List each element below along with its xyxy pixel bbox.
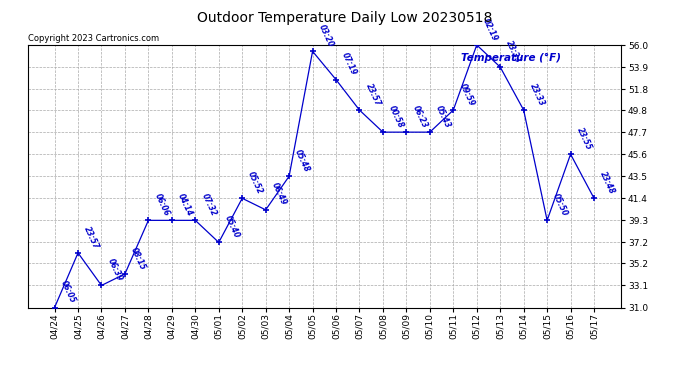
Text: Outdoor Temperature Daily Low 20230518: Outdoor Temperature Daily Low 20230518 — [197, 11, 493, 25]
Text: 00:58: 00:58 — [387, 104, 406, 129]
Text: 03:20: 03:20 — [317, 23, 335, 48]
Text: 09:59: 09:59 — [457, 82, 476, 107]
Text: 06:39: 06:39 — [106, 257, 124, 283]
Text: 07:19: 07:19 — [340, 51, 359, 77]
Text: 23:57: 23:57 — [82, 225, 101, 250]
Text: 05:50: 05:50 — [551, 192, 569, 217]
Text: 05:40: 05:40 — [223, 214, 241, 240]
Text: 05:43: 05:43 — [434, 104, 453, 129]
Text: 06:05: 06:05 — [59, 279, 77, 305]
Text: 23:57: 23:57 — [364, 82, 382, 107]
Text: Temperature (°F): Temperature (°F) — [461, 53, 561, 63]
Text: 08:15: 08:15 — [129, 246, 148, 271]
Text: 05:52: 05:52 — [246, 170, 265, 195]
Text: 05:48: 05:48 — [293, 148, 312, 174]
Text: 02:19: 02:19 — [481, 16, 500, 42]
Text: 23:33: 23:33 — [504, 39, 523, 64]
Text: 06:23: 06:23 — [411, 104, 429, 129]
Text: Copyright 2023 Cartronics.com: Copyright 2023 Cartronics.com — [28, 34, 159, 43]
Text: 06:49: 06:49 — [270, 182, 288, 207]
Text: 23:33: 23:33 — [528, 82, 546, 107]
Text: 06:06: 06:06 — [152, 192, 171, 217]
Text: 23:48: 23:48 — [598, 170, 616, 195]
Text: 23:55: 23:55 — [575, 126, 593, 152]
Text: 07:32: 07:32 — [199, 192, 218, 217]
Text: 04:14: 04:14 — [176, 192, 195, 217]
